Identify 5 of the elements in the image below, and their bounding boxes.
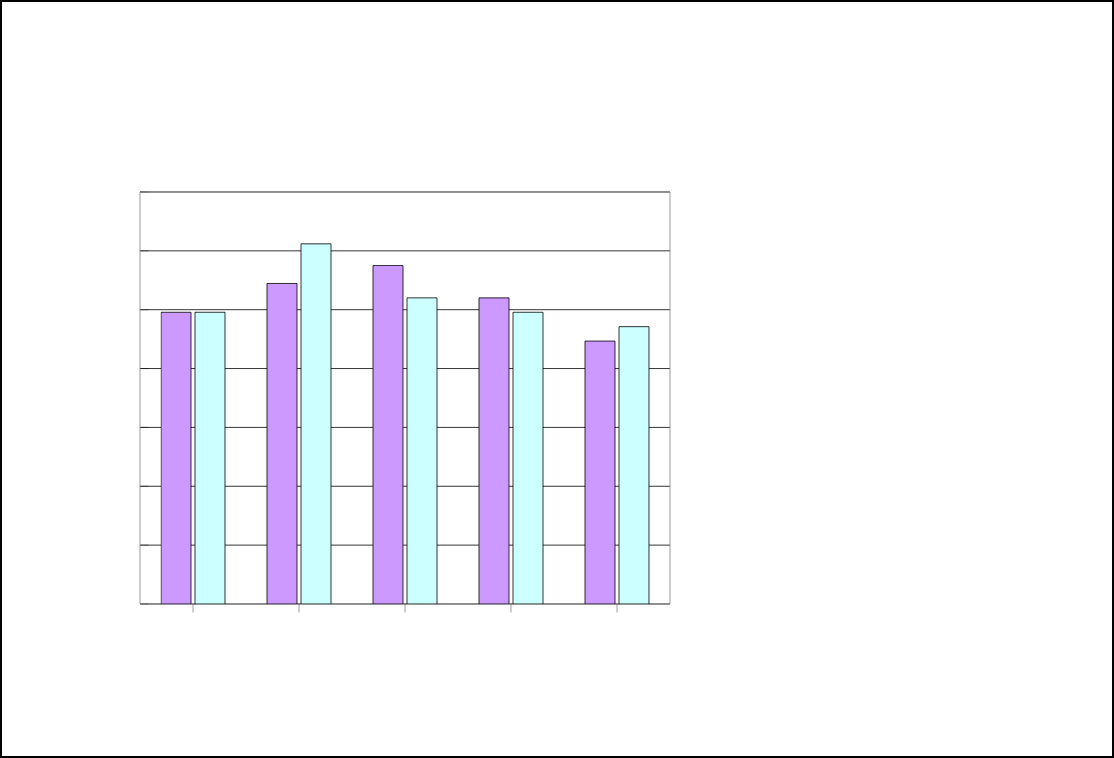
bar: [300, 243, 332, 604]
bar: [194, 311, 226, 604]
bar: [618, 326, 650, 604]
bar: [406, 297, 438, 604]
bar: [512, 311, 544, 604]
